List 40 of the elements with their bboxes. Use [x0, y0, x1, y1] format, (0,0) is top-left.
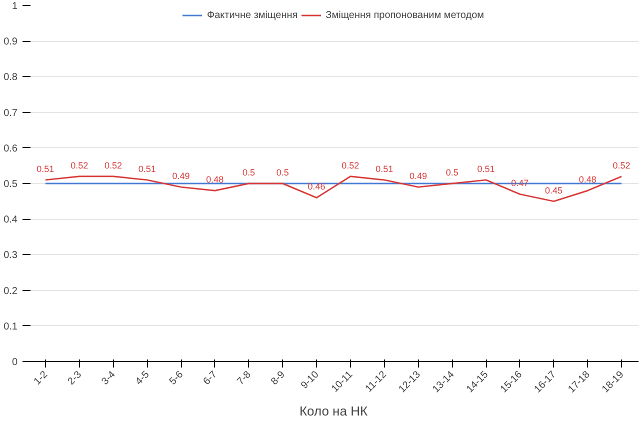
x-tick-label: 3-4: [100, 369, 118, 388]
data-label: 0.48: [578, 174, 596, 185]
data-label: 0.52: [612, 160, 630, 170]
data-label: 0.52: [342, 160, 360, 170]
data-label: 0.48: [206, 174, 224, 185]
y-tick-label: 0.2: [4, 286, 18, 297]
y-tick-label: 0.4: [4, 214, 18, 226]
y-tick-label: 1: [12, 1, 18, 12]
data-label: 0.52: [104, 160, 122, 170]
legend-label: Фактичне зміщення: [206, 10, 298, 20]
y-tick-label: 0.6: [4, 143, 18, 154]
data-label: 0.51: [376, 164, 394, 174]
data-label: 0.51: [477, 164, 495, 174]
x-axis-title: Коло на НК: [299, 404, 368, 419]
y-tick-label: 0.9: [4, 36, 18, 48]
data-label: 0.5: [446, 168, 458, 178]
data-label: 0.45: [545, 185, 563, 196]
y-tick-label: 0.1: [4, 321, 18, 332]
x-tick-label: 7-8: [235, 369, 254, 388]
legend-label: Зміщення пропонованим методом: [326, 10, 484, 20]
y-tick-label: 0.7: [4, 108, 18, 119]
x-tick-label: 5-6: [168, 369, 186, 388]
data-label: 0.52: [70, 160, 88, 170]
y-tick-label: 0: [12, 357, 18, 368]
data-label: 0.49: [409, 171, 427, 182]
y-tick-label: 0.8: [4, 72, 18, 84]
x-tick-label: 9-10: [299, 369, 322, 392]
data-label: 0.5: [242, 168, 256, 178]
data-label: 0.5: [276, 168, 289, 178]
x-tick-label: 8-9: [269, 369, 288, 388]
x-tick-label: 6-7: [201, 369, 220, 388]
data-label: 0.49: [172, 171, 190, 182]
data-label: 0.51: [36, 164, 54, 174]
x-tick-label: 4-5: [134, 369, 152, 388]
x-tick-label: 2-3: [66, 369, 84, 388]
x-tick-label: 1-2: [32, 369, 50, 388]
data-label: 0.46: [308, 182, 326, 192]
y-tick-label: 0.5: [4, 179, 18, 190]
data-label: 0.51: [138, 164, 156, 174]
y-tick-label: 0.3: [4, 250, 18, 262]
